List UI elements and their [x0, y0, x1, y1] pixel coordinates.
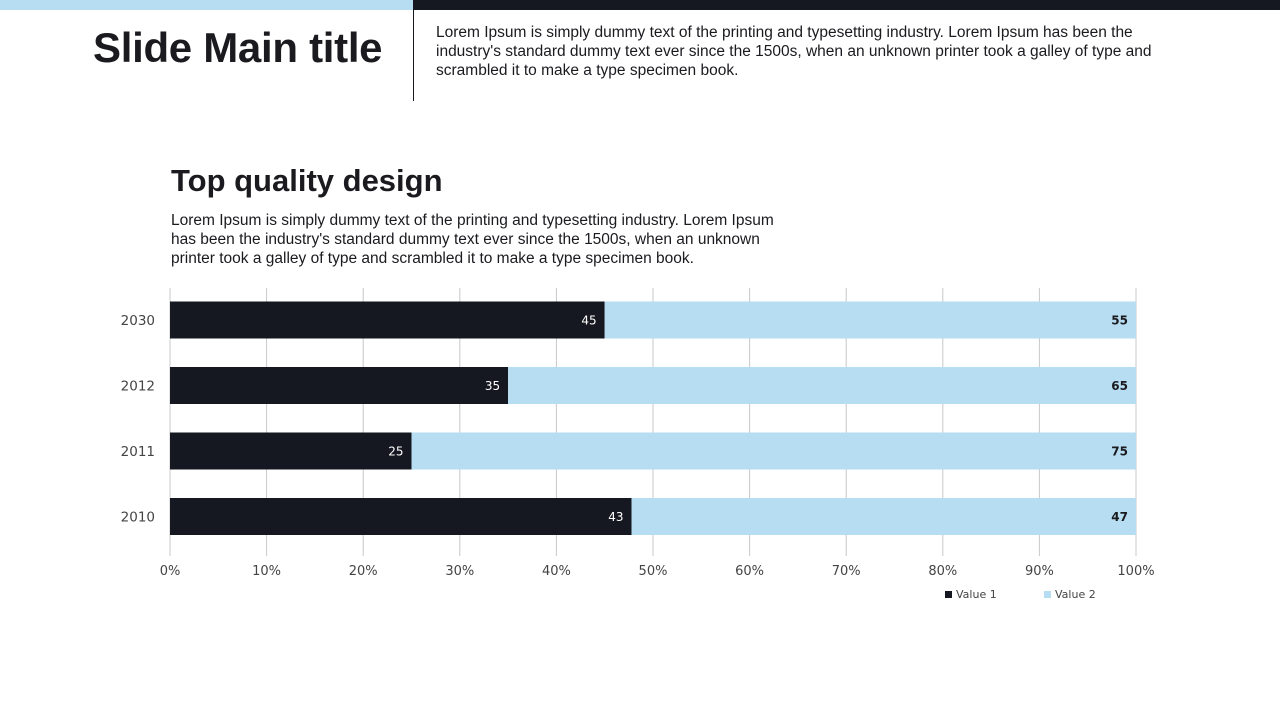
y-tick-label: 2011 — [121, 444, 155, 460]
x-tick-label: 80% — [928, 564, 957, 579]
legend-label-series-2: Value 2 — [1055, 588, 1096, 601]
x-tick-label: 0% — [160, 564, 181, 579]
y-tick-label: 2012 — [121, 379, 155, 395]
intro-paragraph: Lorem Ipsum is simply dummy text of the … — [436, 24, 1152, 79]
x-tick-label: 50% — [639, 564, 668, 579]
bar-2012-series-1 — [170, 367, 509, 404]
bar-2011-series-1 — [170, 432, 412, 470]
y-tick-label: 2010 — [121, 510, 155, 526]
legend-swatch-series-2 — [1044, 590, 1051, 598]
data-label: 35 — [485, 379, 500, 393]
x-tick-label: 20% — [349, 564, 378, 579]
data-label: 55 — [1111, 314, 1128, 328]
legend-swatch-series-1 — [945, 590, 952, 598]
legend-item-series-1: Value 1 — [945, 588, 997, 601]
x-tick-label: 90% — [1025, 564, 1054, 579]
top-accent-bar-dark — [413, 0, 1280, 10]
x-tick-label: 10% — [252, 564, 281, 579]
x-tick-label: 60% — [735, 564, 764, 579]
header-divider — [413, 10, 414, 101]
x-tick-label: 40% — [542, 564, 571, 579]
data-label: 47 — [1111, 510, 1128, 524]
bar-2030-series-2 — [604, 301, 1136, 339]
x-tick-label: 70% — [832, 564, 861, 579]
data-label: 43 — [608, 510, 623, 524]
data-label: 75 — [1111, 445, 1128, 459]
x-tick-label: 100% — [1117, 564, 1154, 579]
section-title: Top quality design — [171, 163, 443, 198]
y-tick-label: 2030 — [121, 313, 155, 329]
bar-2011-series-2 — [411, 432, 1136, 470]
data-label: 65 — [1111, 379, 1128, 393]
x-tick-label: 30% — [445, 564, 474, 579]
data-label: 25 — [388, 445, 403, 459]
bar-2030-series-1 — [170, 301, 605, 339]
section-paragraph: Lorem Ipsum is simply dummy text of the … — [171, 212, 774, 267]
bar-2010-series-2 — [631, 498, 1136, 535]
stacked-bar-chart: 45 55 2030 35 65 2012 25 75 2011 43 47 2010 0% 10% 20%… — [121, 288, 1155, 579]
bar-2012-series-2 — [508, 367, 1137, 404]
bar-2010-series-1 — [170, 498, 632, 535]
slide-main-title: Slide Main title — [93, 24, 383, 71]
legend-label-series-1: Value 1 — [956, 588, 997, 601]
top-accent-bar-light — [0, 0, 413, 10]
legend-item-series-2: Value 2 — [1044, 588, 1096, 601]
data-label: 45 — [581, 314, 596, 328]
